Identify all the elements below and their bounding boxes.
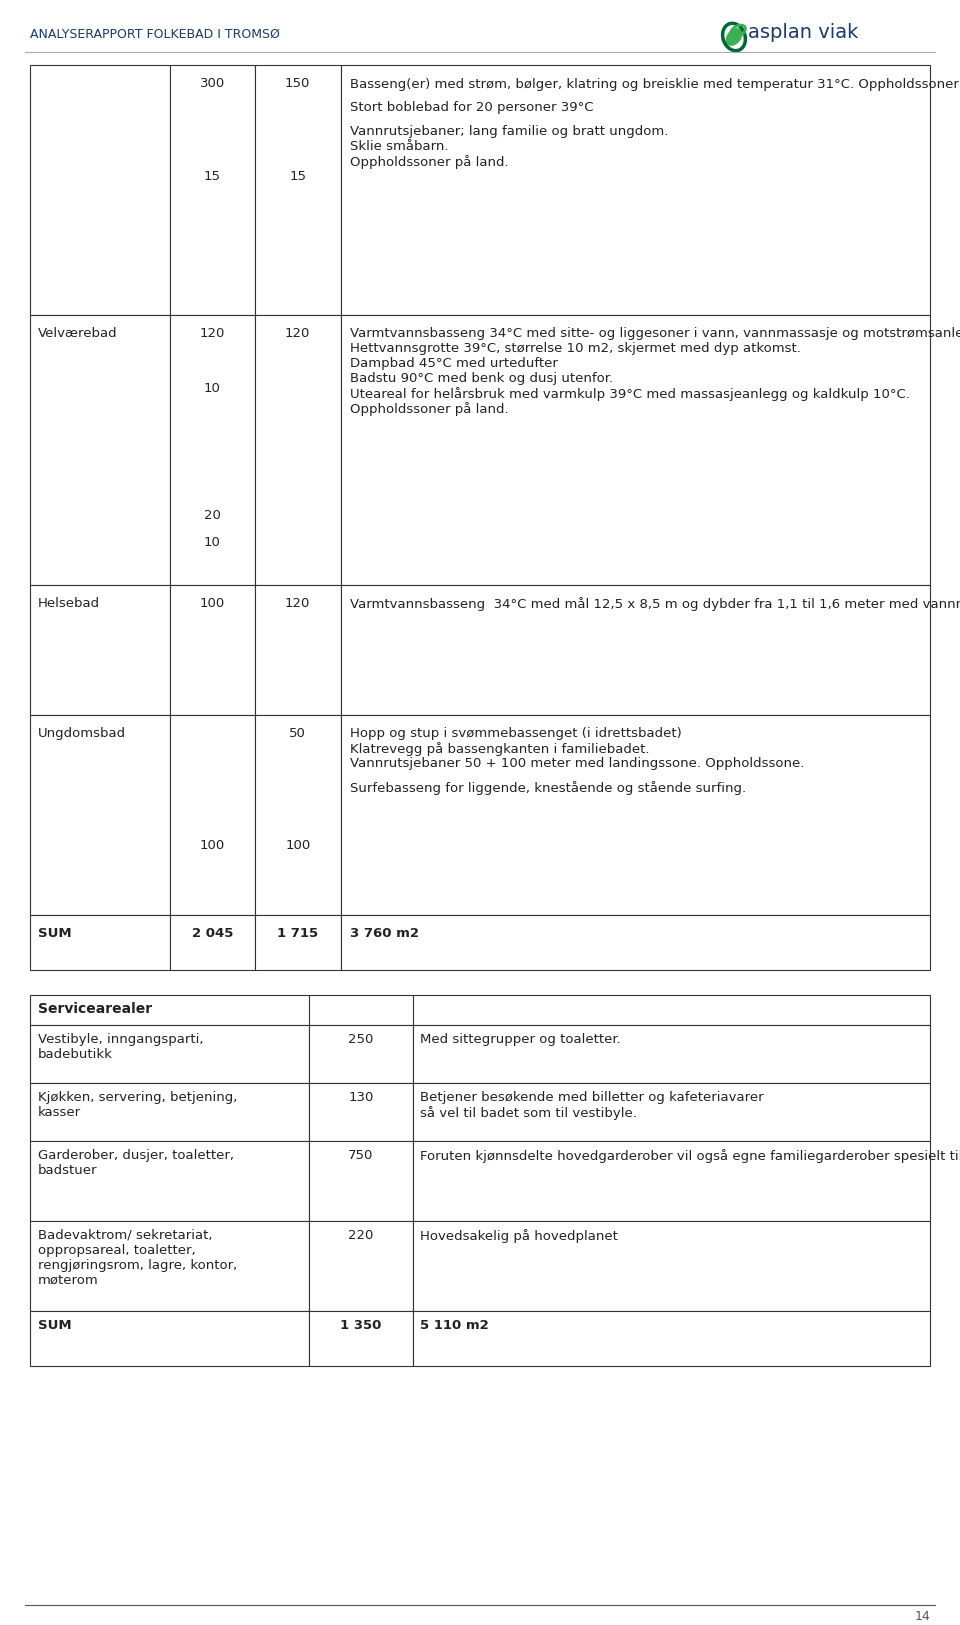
- Text: Vestibyle, inngangsparti,
badebutikk: Vestibyle, inngangsparti, badebutikk: [38, 1034, 204, 1061]
- Text: Stort boblebad for 20 personer 39°C: Stort boblebad for 20 personer 39°C: [350, 101, 594, 114]
- Bar: [255, 65, 341, 315]
- Bar: [255, 315, 341, 585]
- Bar: [341, 315, 930, 585]
- Bar: [341, 715, 930, 915]
- Bar: [30, 585, 170, 715]
- Text: 220: 220: [348, 1228, 373, 1242]
- Bar: [170, 915, 255, 970]
- Text: 300: 300: [200, 76, 225, 89]
- Text: Varmtvannsbasseng 34°C med sitte- og liggesoner i vann, vannmassasje og motstrøm: Varmtvannsbasseng 34°C med sitte- og lig…: [350, 327, 960, 340]
- Text: Betjener besøkende med billetter og kafeteriavarer: Betjener besøkende med billetter og kafe…: [420, 1090, 764, 1103]
- Bar: [413, 1311, 930, 1367]
- Bar: [30, 1311, 309, 1367]
- Text: 100: 100: [285, 838, 310, 852]
- Text: Vannrutsjebaner 50 + 100 meter med landingssone. Oppholdssone.: Vannrutsjebaner 50 + 100 meter med landi…: [350, 757, 804, 770]
- Text: 15: 15: [289, 171, 306, 184]
- Text: 150: 150: [285, 76, 310, 89]
- Text: Klatrevegg på bassengkanten i familiebadet.: Klatrevegg på bassengkanten i familiebad…: [350, 743, 650, 756]
- Text: Oppholdssoner på land.: Oppholdssoner på land.: [350, 401, 509, 416]
- Bar: [30, 65, 170, 315]
- Bar: [309, 1082, 413, 1141]
- Ellipse shape: [726, 28, 742, 46]
- Text: 120: 120: [285, 327, 310, 340]
- Text: 50: 50: [289, 726, 306, 739]
- Text: Sklie småbarn.: Sklie småbarn.: [350, 140, 449, 153]
- Text: Foruten kjønnsdelte hovedgarderober vil også egne familiegarderober spesielt til: Foruten kjønnsdelte hovedgarderober vil …: [420, 1149, 960, 1164]
- Text: 750: 750: [348, 1149, 373, 1162]
- Bar: [255, 915, 341, 970]
- Bar: [170, 65, 255, 315]
- Text: Ungdomsbad: Ungdomsbad: [38, 726, 126, 739]
- Bar: [30, 315, 170, 585]
- Text: 1 715: 1 715: [277, 926, 319, 939]
- Bar: [309, 1141, 413, 1220]
- Text: 130: 130: [348, 1090, 373, 1103]
- Text: Dampbad 45°C med urtedufter: Dampbad 45°C med urtedufter: [350, 358, 559, 370]
- Text: 15: 15: [204, 171, 221, 184]
- Text: Servicearealer: Servicearealer: [38, 1003, 152, 1016]
- Bar: [170, 585, 255, 715]
- Bar: [170, 315, 255, 585]
- Bar: [30, 1025, 309, 1082]
- Text: 120: 120: [285, 596, 310, 609]
- Text: SUM: SUM: [38, 926, 72, 939]
- Text: 3 760 m2: 3 760 m2: [350, 926, 420, 939]
- Bar: [30, 1220, 309, 1311]
- Bar: [413, 1141, 930, 1220]
- Text: 120: 120: [200, 327, 225, 340]
- Text: 14: 14: [914, 1610, 930, 1623]
- Text: 10: 10: [204, 382, 221, 395]
- Text: Varmtvannsbasseng  34°C med mål 12,5 x 8,5 m og dybder fra 1,1 til 1,6 meter med: Varmtvannsbasseng 34°C med mål 12,5 x 8,…: [350, 596, 960, 611]
- Text: 2 045: 2 045: [192, 926, 233, 939]
- Text: Hovedsakelig på hovedplanet: Hovedsakelig på hovedplanet: [420, 1228, 618, 1243]
- Text: Kjøkken, servering, betjening,
kasser: Kjøkken, servering, betjening, kasser: [38, 1090, 237, 1120]
- Text: Hopp og stup i svømmebassenget (i idrettsbadet): Hopp og stup i svømmebassenget (i idrett…: [350, 726, 683, 739]
- Bar: [30, 715, 170, 915]
- Text: Velværebad: Velværebad: [38, 327, 118, 340]
- Text: 20: 20: [204, 509, 221, 522]
- Text: Badstu 90°C med benk og dusj utenfor.: Badstu 90°C med benk og dusj utenfor.: [350, 372, 613, 385]
- Text: Med sittegrupper og toaletter.: Med sittegrupper og toaletter.: [420, 1034, 621, 1046]
- Bar: [309, 1025, 413, 1082]
- Text: så vel til badet som til vestibyle.: så vel til badet som til vestibyle.: [420, 1107, 637, 1120]
- Bar: [30, 1082, 309, 1141]
- Text: Vannrutsjebaner; lang familie og bratt ungdom.: Vannrutsjebaner; lang familie og bratt u…: [350, 125, 669, 138]
- Bar: [309, 1220, 413, 1311]
- Text: asplan viak: asplan viak: [748, 23, 858, 42]
- Text: Badevaktrom/ sekretariat,
oppropsareal, toaletter,
rengjøringsrom, lagre, kontor: Badevaktrom/ sekretariat, oppropsareal, …: [38, 1228, 237, 1287]
- Text: 5 110 m2: 5 110 m2: [420, 1320, 490, 1332]
- Bar: [30, 1141, 309, 1220]
- Text: 1 350: 1 350: [340, 1320, 381, 1332]
- Text: Oppholdssoner på land.: Oppholdssoner på land.: [350, 154, 509, 169]
- Text: 10: 10: [204, 536, 221, 549]
- Bar: [255, 585, 341, 715]
- Text: Basseng(er) med strøm, bølger, klatring og breisklie med temperatur 31°C. Opphol: Basseng(er) med strøm, bølger, klatring …: [350, 76, 960, 91]
- Bar: [341, 65, 930, 315]
- Text: SUM: SUM: [38, 1320, 72, 1332]
- Text: Helsebad: Helsebad: [38, 596, 100, 609]
- Text: Surfebasseng for liggende, knestående og stående surfing.: Surfebasseng for liggende, knestående og…: [350, 782, 747, 795]
- Text: 250: 250: [348, 1034, 373, 1046]
- Bar: [309, 1311, 413, 1367]
- Bar: [30, 994, 930, 1025]
- Bar: [30, 915, 170, 970]
- Bar: [413, 1220, 930, 1311]
- Text: 100: 100: [200, 838, 225, 852]
- Bar: [413, 1082, 930, 1141]
- Text: Uteareal for helårsbruk med varmkulp 39°C med massasjeanlegg og kaldkulp 10°C.: Uteareal for helårsbruk med varmkulp 39°…: [350, 387, 910, 401]
- Bar: [341, 915, 930, 970]
- Text: 100: 100: [200, 596, 225, 609]
- Bar: [413, 1025, 930, 1082]
- Text: Hettvannsgrotte 39°C, størrelse 10 m2, skjermet med dyp atkomst.: Hettvannsgrotte 39°C, størrelse 10 m2, s…: [350, 341, 802, 354]
- Text: ANALYSERAPPORT FOLKEBAD I TROMSØ: ANALYSERAPPORT FOLKEBAD I TROMSØ: [30, 28, 280, 41]
- Text: Garderober, dusjer, toaletter,
badstuer: Garderober, dusjer, toaletter, badstuer: [38, 1149, 234, 1176]
- Bar: [255, 715, 341, 915]
- Bar: [341, 585, 930, 715]
- Bar: [170, 715, 255, 915]
